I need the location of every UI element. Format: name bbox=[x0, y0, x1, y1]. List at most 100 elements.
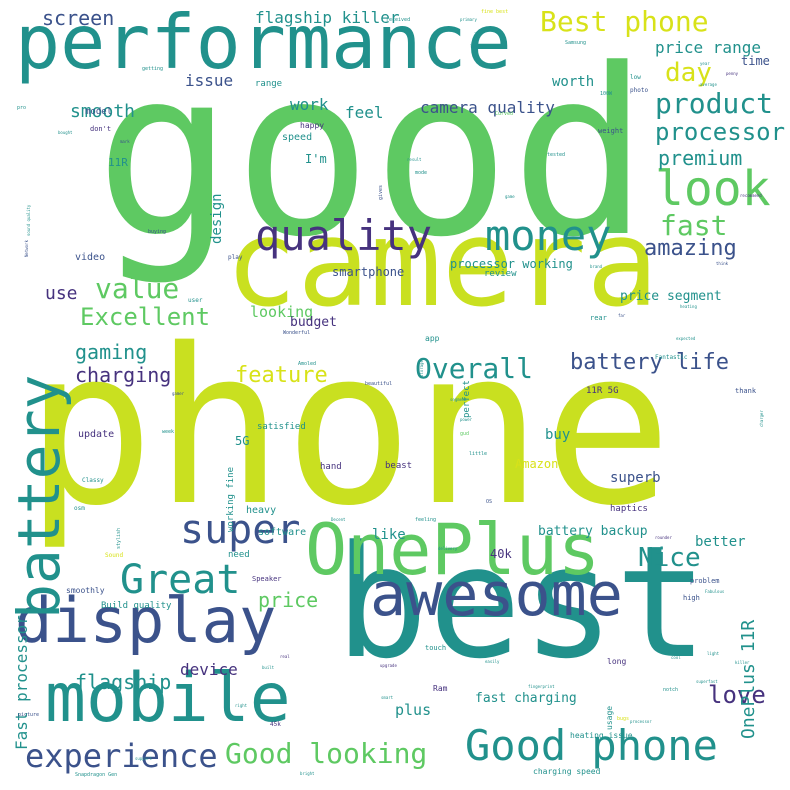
cloud-word: recommend bbox=[740, 193, 762, 198]
cloud-word: year bbox=[700, 61, 710, 66]
cloud-word: bright bbox=[300, 771, 315, 776]
cloud-word: heating bbox=[680, 304, 697, 309]
cloud-word: Fabulous bbox=[705, 589, 725, 594]
cloud-word: Overall bbox=[415, 352, 534, 385]
cloud-word: Amazon bbox=[515, 457, 559, 471]
cloud-word: feeling bbox=[415, 517, 437, 523]
cloud-word: charging bbox=[75, 363, 172, 387]
cloud-word: power bbox=[460, 417, 473, 422]
cloud-word: best bbox=[335, 512, 709, 693]
cloud-word: time bbox=[741, 54, 770, 68]
cloud-word: video bbox=[75, 252, 106, 263]
cloud-word: day bbox=[665, 58, 712, 88]
cloud-word: osm bbox=[74, 505, 85, 512]
cloud-word: fast bbox=[660, 209, 728, 242]
cloud-word: update bbox=[78, 429, 115, 440]
cloud-word: fingerprint bbox=[528, 684, 555, 689]
cloud-word: little bbox=[469, 451, 488, 457]
cloud-word: far bbox=[618, 313, 626, 318]
cloud-word: Speaker bbox=[252, 575, 282, 583]
cloud-word: support bbox=[135, 756, 152, 761]
cloud-word: levels bbox=[470, 44, 485, 49]
cloud-word: camera bbox=[225, 195, 659, 334]
cloud-word: think bbox=[716, 261, 729, 266]
cloud-word: heavy bbox=[246, 505, 277, 516]
cloud-word: beast bbox=[385, 461, 413, 471]
cloud-word: Nice bbox=[638, 543, 701, 573]
cloud-word: easily bbox=[485, 659, 500, 664]
cloud-word: charging speed bbox=[533, 767, 601, 776]
cloud-word: picture bbox=[18, 712, 40, 718]
cloud-word: like bbox=[372, 527, 406, 543]
cloud-word: don't bbox=[90, 125, 112, 133]
cloud-word: love bbox=[708, 681, 766, 709]
cloud-word: money bbox=[485, 211, 612, 260]
cloud-word: Great bbox=[120, 557, 241, 603]
cloud-word: I'm bbox=[305, 152, 327, 166]
cloud-word: gamer bbox=[172, 391, 185, 396]
cloud-word: built bbox=[262, 665, 275, 670]
cloud-word: camera quality bbox=[420, 98, 555, 117]
cloud-word: price segment bbox=[620, 289, 722, 304]
cloud-word: tested bbox=[547, 152, 566, 158]
cloud-word: smart bbox=[381, 695, 394, 700]
cloud-word: superb bbox=[610, 470, 661, 486]
cloud-word: device bbox=[180, 660, 238, 679]
cloud-word: average bbox=[700, 82, 717, 87]
cloud-word: expected bbox=[676, 336, 696, 341]
cloud-word: right bbox=[235, 703, 248, 708]
cloud-word: user bbox=[188, 297, 203, 304]
cloud-word: gud bbox=[460, 431, 470, 437]
cloud-word: Good looking bbox=[225, 737, 428, 770]
cloud-word: battery bbox=[5, 374, 73, 619]
cloud-word: cool bbox=[671, 655, 681, 660]
cloud-word: hand bbox=[320, 462, 342, 472]
cloud-word: haptics bbox=[610, 504, 648, 514]
cloud-word: rear bbox=[590, 314, 607, 322]
cloud-word: satisfied bbox=[257, 422, 306, 432]
cloud-word: flagship bbox=[75, 670, 172, 694]
cloud-word: super bbox=[180, 507, 301, 553]
cloud-word: range bbox=[255, 79, 283, 89]
cloud-word: working fine bbox=[226, 466, 236, 532]
cloud-word: penny bbox=[726, 71, 739, 76]
cloud-word: real bbox=[280, 654, 290, 659]
cloud-word: Build quality bbox=[101, 601, 172, 611]
cloud-word: Decent bbox=[331, 517, 346, 522]
cloud-word: high bbox=[683, 594, 700, 602]
cloud-word: 11R 5G bbox=[586, 386, 619, 396]
cloud-word: superfast bbox=[696, 679, 718, 684]
cloud-word: 11R bbox=[108, 156, 128, 169]
cloud-word: Samsung bbox=[565, 40, 587, 46]
cloud-word: feel bbox=[345, 103, 384, 122]
cloud-word: Excellent bbox=[80, 303, 211, 331]
cloud-word: looking bbox=[250, 303, 314, 321]
cloud-word: mode bbox=[415, 170, 428, 176]
cloud-word: weight bbox=[598, 127, 624, 135]
cloud-word: rounder bbox=[655, 535, 672, 540]
cloud-word: performance bbox=[15, 0, 512, 86]
cloud-word: charged bbox=[474, 32, 479, 49]
cloud-word: long bbox=[607, 657, 627, 666]
cloud-word: buying bbox=[148, 229, 167, 235]
cloud-word: brand bbox=[590, 264, 603, 269]
cloud-word: Classy bbox=[82, 477, 104, 484]
cloud-word: thank bbox=[735, 387, 757, 395]
cloud-word: display bbox=[15, 584, 277, 657]
cloud-word: value bbox=[95, 272, 180, 305]
cloud-word: Amoled bbox=[298, 361, 317, 367]
cloud-word: beautiful bbox=[365, 381, 393, 387]
cloud-word: stylish bbox=[116, 527, 122, 549]
cloud-word: Wonderful bbox=[283, 330, 311, 336]
cloud-word: 40k bbox=[490, 547, 512, 561]
cloud-word: photo bbox=[630, 87, 649, 94]
cloud-word: gives bbox=[378, 184, 384, 200]
cloud-word: received bbox=[386, 17, 411, 23]
cloud-word: amazing bbox=[644, 236, 737, 261]
cloud-word: OnePlus bbox=[305, 509, 601, 591]
cloud-word: smooth bbox=[70, 101, 136, 122]
cloud-word: look bbox=[655, 161, 771, 217]
cloud-word: problem bbox=[690, 577, 720, 585]
cloud-word: Fast processor bbox=[12, 615, 31, 750]
cloud-word: premium bbox=[658, 146, 743, 170]
